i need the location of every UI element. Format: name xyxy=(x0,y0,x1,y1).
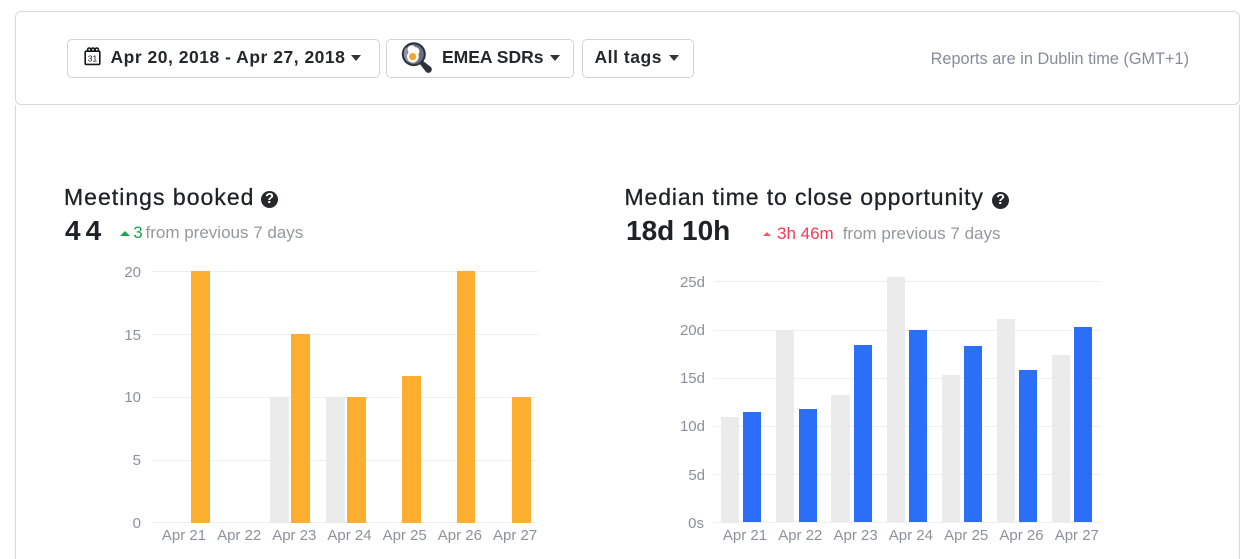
svg-text:31: 31 xyxy=(88,53,98,63)
